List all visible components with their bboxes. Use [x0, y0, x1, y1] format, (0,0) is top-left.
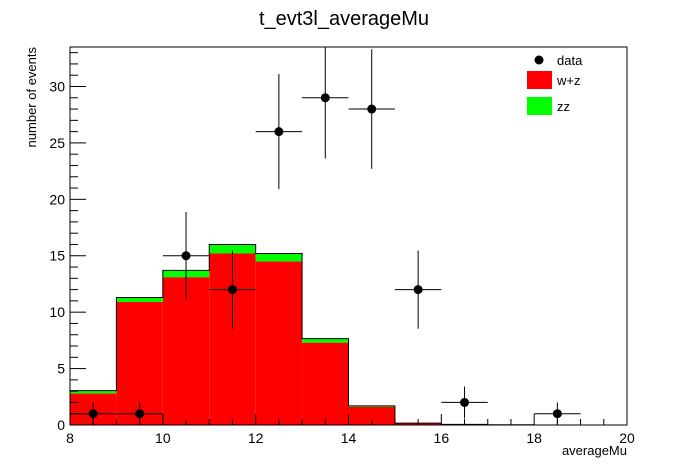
- y-tick-label: 20: [49, 191, 65, 207]
- bar-zz-1: [116, 297, 163, 303]
- x-axis-label: averageMu: [562, 443, 627, 458]
- bar-zz-0: [70, 390, 117, 394]
- y-axis-label: number of events: [24, 47, 39, 148]
- legend-label: data: [557, 53, 583, 68]
- bar-w+z-2: [162, 277, 210, 425]
- bar-w+z-4: [255, 261, 303, 425]
- bar-w+z-6: [348, 406, 395, 425]
- y-tick-label: 5: [57, 361, 65, 377]
- data-marker: [274, 127, 284, 137]
- legend-label: zz: [557, 99, 570, 114]
- x-tick-label: 14: [341, 430, 357, 446]
- legend-swatch: [527, 97, 552, 115]
- legend-swatch: [527, 71, 552, 89]
- legend: data w+z zz: [527, 53, 583, 115]
- data-marker: [413, 285, 423, 295]
- x-tick-label: 12: [248, 430, 264, 446]
- data-marker: [227, 285, 237, 295]
- y-tick-label: 10: [49, 304, 65, 320]
- data-marker: [181, 251, 191, 261]
- legend-marker: [534, 55, 544, 65]
- bar-zz-5: [302, 338, 349, 343]
- x-tick-label: 10: [155, 430, 171, 446]
- bar-zz-4: [255, 253, 303, 262]
- data-point-2: [162, 212, 210, 300]
- data-point-3: [209, 250, 256, 329]
- bar-w+z-5: [302, 342, 349, 425]
- y-tick-label: 30: [49, 78, 65, 94]
- y-tick-label: 15: [49, 248, 65, 264]
- x-axis: 8 10 12 14 16 18 20: [66, 414, 635, 446]
- legend-label: w+z: [556, 73, 580, 88]
- data-point-8: [441, 386, 488, 419]
- y-tick-label: 0: [57, 417, 65, 433]
- legend-entry-data: data: [534, 53, 583, 68]
- bar-zz-6: [348, 405, 395, 407]
- data-point-6: [348, 49, 395, 169]
- x-tick-label: 20: [619, 430, 635, 446]
- data-marker: [552, 409, 562, 419]
- y-tick-label: 25: [49, 135, 65, 151]
- legend-entry-zz: zz: [527, 97, 570, 115]
- data-marker: [88, 409, 98, 419]
- legend-entry-w+z: w+z: [527, 71, 580, 89]
- y-axis: 0 5 10 15 20 25 30: [49, 52, 86, 433]
- data-marker: [460, 397, 470, 407]
- bar-zz-3: [209, 244, 256, 254]
- data-marker: [367, 104, 377, 114]
- x-tick-label: 16: [434, 430, 450, 446]
- data-marker: [320, 93, 330, 103]
- data-point-4: [255, 74, 303, 190]
- data-marker: [135, 409, 145, 419]
- data-point-7: [394, 250, 442, 329]
- data-point-5: [302, 47, 349, 159]
- x-tick-label: 8: [66, 430, 74, 446]
- x-tick-label: 18: [526, 430, 542, 446]
- chart-title: t_evt3l_averageMu: [259, 8, 429, 30]
- data-point-1: [116, 402, 163, 425]
